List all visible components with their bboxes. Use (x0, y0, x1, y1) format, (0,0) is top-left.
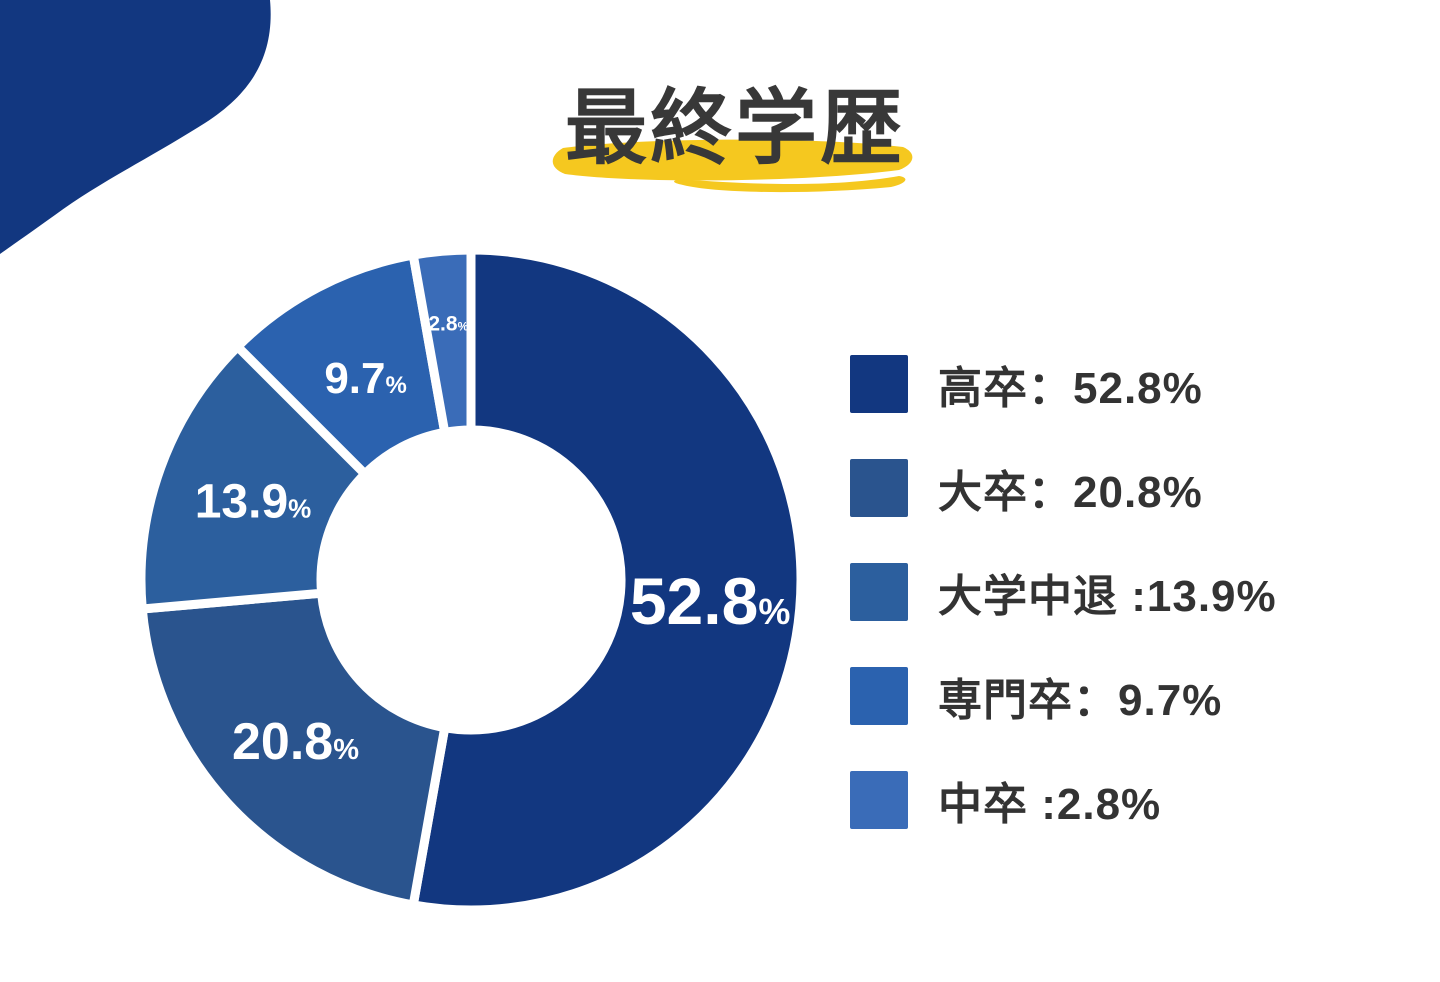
legend-label: 高卒：52.8% (938, 364, 1203, 413)
donut-slice-3 (231, 249, 450, 481)
legend-item: 高卒：52.8% (850, 352, 1277, 416)
highlight-main-stroke (552, 139, 913, 181)
legend-label: 大学中退 :13.9% (938, 572, 1277, 621)
page-title-block: 最終学歴 (525, 83, 945, 199)
legend-swatch (850, 771, 908, 829)
slice-label-0: 52.8% (630, 564, 790, 638)
legend-label: 中卒 :2.8% (938, 780, 1162, 829)
slice-label-4: 2.8% (428, 312, 468, 335)
slice-label-3: 9.7% (324, 354, 407, 403)
legend-item: 大学中退 :13.9% (850, 560, 1277, 624)
donut-slice-4 (408, 245, 476, 438)
legend-swatch (850, 667, 908, 725)
slice-label-1: 20.8% (232, 713, 359, 771)
donut-slice-0 (408, 245, 806, 915)
title-highlight-brush (552, 139, 913, 193)
corner-blob-decoration (0, 0, 271, 254)
highlight-under-stroke (674, 176, 906, 193)
legend-swatch (850, 563, 908, 621)
donut-slice-1 (137, 588, 450, 911)
legend-swatch (850, 459, 908, 517)
slice-label-2: 13.9% (195, 476, 312, 529)
page-title: 最終学歴 (564, 83, 905, 174)
legend-swatch (850, 355, 908, 413)
legend-item: 大卒：20.8% (850, 456, 1277, 520)
legend-label: 専門卒：9.7% (938, 676, 1223, 725)
donut-chart: 52.8% 20.8% 13.9% 9.7% 2.8% (136, 245, 806, 915)
donut-slice-2 (136, 340, 372, 614)
legend-label: 大卒：20.8% (938, 468, 1203, 517)
legend: 高卒：52.8% 大卒：20.8% 大学中退 :13.9% 専門卒：9.7% 中… (850, 352, 1277, 832)
corner-blob-shape (0, 0, 271, 254)
legend-item: 専門卒：9.7% (850, 664, 1277, 728)
legend-item: 中卒 :2.8% (850, 768, 1277, 832)
